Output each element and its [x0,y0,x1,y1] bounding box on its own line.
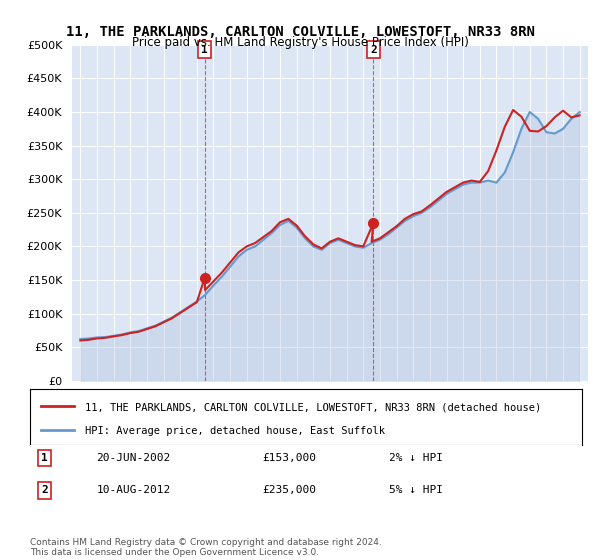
Text: 1: 1 [41,453,48,463]
Text: 2: 2 [41,486,48,495]
Text: 20-JUN-2002: 20-JUN-2002 [96,453,170,463]
Text: HPI: Average price, detached house, East Suffolk: HPI: Average price, detached house, East… [85,426,385,436]
Text: Price paid vs. HM Land Registry's House Price Index (HPI): Price paid vs. HM Land Registry's House … [131,36,469,49]
Text: 1: 1 [201,45,208,55]
Text: Contains HM Land Registry data © Crown copyright and database right 2024.
This d: Contains HM Land Registry data © Crown c… [30,538,382,557]
Text: 5% ↓ HPI: 5% ↓ HPI [389,486,443,495]
Text: 10-AUG-2012: 10-AUG-2012 [96,486,170,495]
Text: 2: 2 [370,45,377,55]
Text: 11, THE PARKLANDS, CARLTON COLVILLE, LOWESTOFT, NR33 8RN: 11, THE PARKLANDS, CARLTON COLVILLE, LOW… [65,25,535,39]
Text: 11, THE PARKLANDS, CARLTON COLVILLE, LOWESTOFT, NR33 8RN (detached house): 11, THE PARKLANDS, CARLTON COLVILLE, LOW… [85,402,541,412]
Text: £235,000: £235,000 [262,486,316,495]
Text: £153,000: £153,000 [262,453,316,463]
Text: 2% ↓ HPI: 2% ↓ HPI [389,453,443,463]
